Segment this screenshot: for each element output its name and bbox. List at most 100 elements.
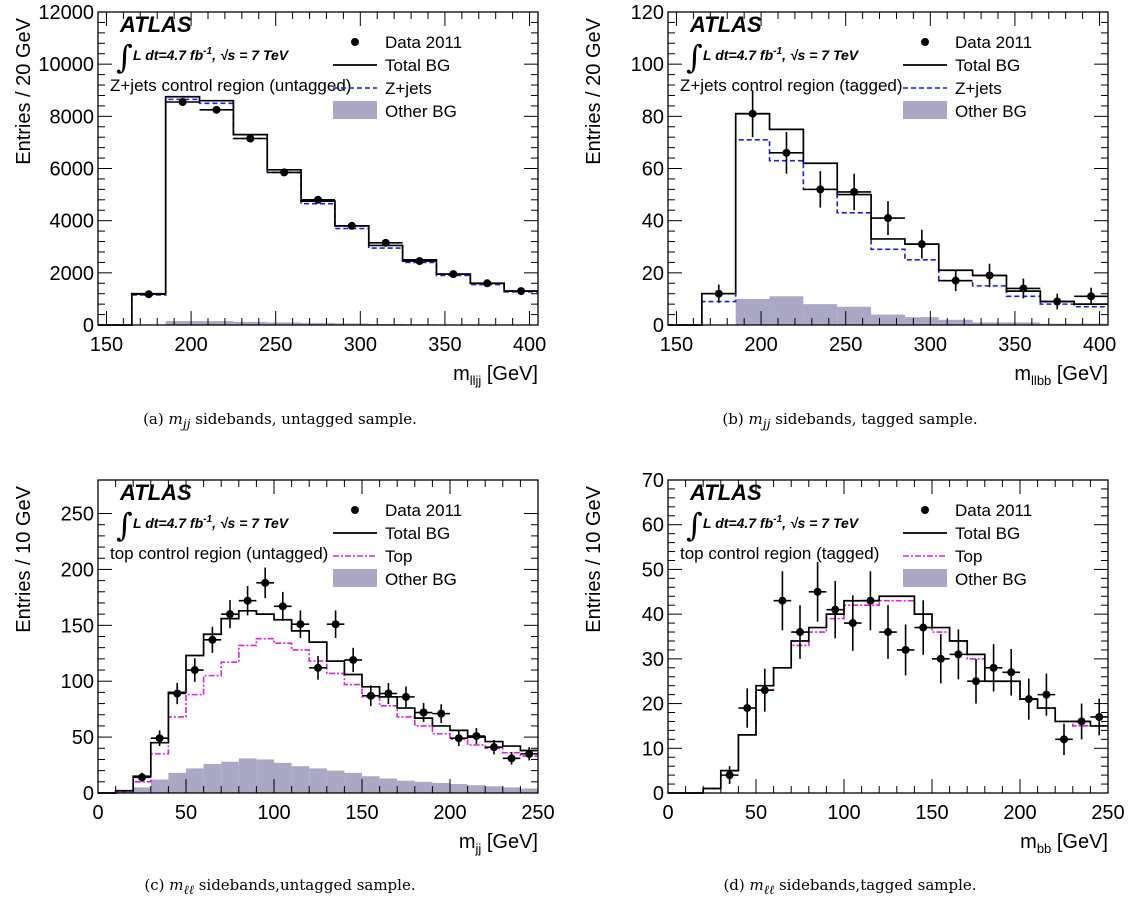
lumi-text: L dt=4.7 fb (133, 515, 204, 531)
data-marker (384, 689, 393, 698)
data-point (291, 610, 310, 638)
data-point (362, 685, 380, 707)
data-point (769, 131, 804, 174)
x-tick-label: 200 (174, 334, 207, 356)
data-point (326, 610, 345, 638)
integral-sign: ∫ (686, 38, 703, 76)
other-bg-bar (803, 304, 838, 325)
x-tick-label: 300 (914, 334, 947, 356)
other-bg-bar (168, 772, 186, 793)
data-marker (850, 187, 859, 196)
lumi-sup: -1 (203, 514, 212, 525)
legend-entry-top: Top (333, 547, 412, 566)
y-tick-label: 40 (642, 211, 664, 233)
other-bg-bar (221, 761, 239, 793)
other-bg-bar (972, 322, 1007, 325)
data-point (803, 171, 838, 208)
other-bg-bar (133, 787, 151, 793)
other-bg-bar (485, 786, 503, 793)
data-point (808, 561, 827, 622)
data-point (938, 270, 973, 292)
x-tick-label: 200 (433, 802, 466, 824)
region-label: top control region (untagged) (110, 544, 328, 563)
legend-entry-zjets: Z+jets (333, 79, 432, 98)
other-bg-bar (256, 759, 274, 793)
data-point (131, 290, 166, 299)
data-marker (314, 663, 322, 672)
data-point (735, 90, 770, 138)
integral-sign: ∫ (116, 506, 133, 544)
histogram-svg: 0 50 100 150 200 250 0 50 100 150 200 250 Entries / … (13, 479, 555, 856)
y-tick-label: 60 (642, 515, 664, 537)
data-marker (951, 276, 960, 285)
x-tick-label: 250 (829, 334, 862, 356)
data-point (168, 682, 186, 705)
data-point (914, 600, 932, 655)
data-marker (296, 620, 305, 629)
other-bg-bar (326, 770, 345, 793)
lumi-label: L dt=4.7 fb-1, √s = 7 TeV (703, 514, 860, 531)
legend-entry-data: Data 2011 (351, 501, 462, 520)
data-marker (831, 605, 840, 614)
data-marker (954, 650, 963, 659)
data-point (344, 647, 362, 673)
x-axis-label-unit: [GeV] (1051, 363, 1108, 385)
x-tick-label: 350 (998, 334, 1031, 356)
atlas-label: ATLAS (119, 480, 192, 505)
x-axis-label: mlljj [GeV] (453, 363, 538, 388)
data-point (432, 704, 450, 724)
legend-entry-other: Other BG (903, 569, 1027, 589)
data-point (773, 571, 792, 631)
lumi-sup: -1 (773, 46, 782, 57)
data-marker (1095, 712, 1104, 721)
region-label: Z+jets control region (untagged) (110, 76, 351, 95)
legend-label: Top (955, 547, 982, 566)
x-tick-label: 150 (915, 802, 948, 824)
data-marker (1060, 735, 1068, 744)
x-axis-label-unit: [GeV] (1051, 831, 1108, 853)
x-tick-label: 350 (428, 334, 461, 356)
other-bg-bar (203, 763, 222, 793)
x-tick-label: 400 (1083, 334, 1116, 356)
other-bg-bar (274, 762, 292, 793)
data-point (871, 201, 905, 236)
total-bg-line (98, 95, 538, 326)
legend-label: Total BG (385, 524, 450, 543)
data-point (896, 624, 915, 676)
data-point (165, 97, 200, 106)
other-bg-bar (199, 321, 234, 325)
data-point (133, 772, 151, 782)
legend-label: Other BG (385, 102, 457, 121)
data-marker (472, 731, 481, 740)
x-tick-label: 250 (521, 802, 554, 824)
data-point (504, 287, 538, 296)
y-tick-label: 12000 (38, 2, 94, 24)
legend-entry-other: Other BG (333, 569, 457, 589)
data-marker (155, 734, 164, 743)
legend-label: Total BG (955, 524, 1020, 543)
data-point (879, 605, 897, 659)
atlas-label: ATLAS (689, 480, 762, 505)
x-axis-label-var: m (459, 831, 476, 853)
other-bg-bar (379, 778, 398, 793)
other-bg-bar (186, 768, 204, 793)
data-marker (347, 221, 356, 230)
data-marker (1042, 690, 1051, 699)
energy-text: , √s = 7 TeV (781, 515, 860, 531)
chart-panel-b: 150 200 250 300 350 400 0 20 40 60 80 100 120 Entries… (570, 0, 1129, 390)
y-tick-label: 150 (61, 615, 94, 637)
data-point (502, 752, 521, 765)
legend-label: Z+jets (955, 79, 1002, 98)
data-marker (901, 645, 910, 654)
x-tick-label: 300 (344, 334, 377, 356)
data-marker (884, 214, 892, 223)
data-point (1006, 278, 1041, 299)
x-tick-label: 400 (513, 334, 546, 356)
other-bg-bar (769, 296, 804, 325)
lumi-text: L dt=4.7 fb (703, 47, 774, 63)
x-tick-label: 200 (1003, 802, 1036, 824)
legend-label: Other BG (385, 570, 457, 589)
y-tick-label: 0 (83, 783, 94, 805)
legend-entry-data: Data 2011 (921, 501, 1032, 520)
data-marker (778, 596, 787, 605)
